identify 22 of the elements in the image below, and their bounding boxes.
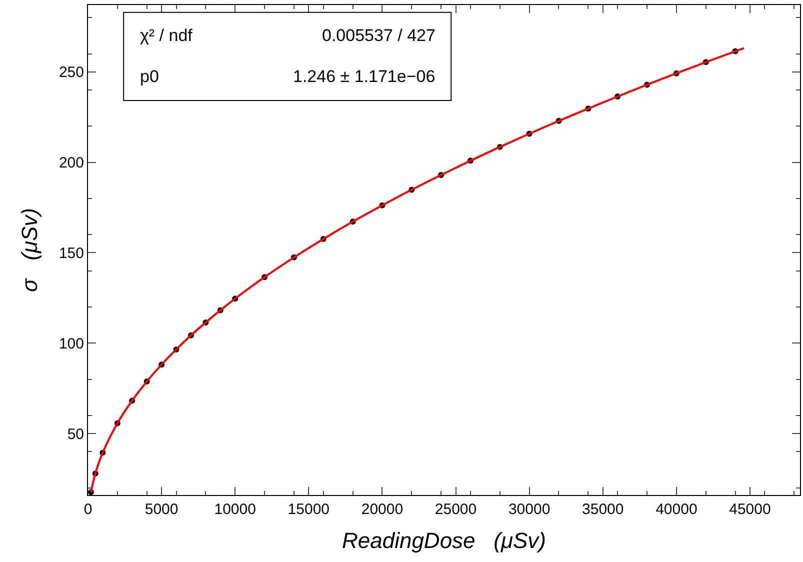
x-tick-label: 45000 [729, 501, 771, 518]
x-tick-label: 5000 [144, 501, 178, 518]
annotation: p0 [140, 67, 159, 86]
x-axis-title: ReadingDose (μSv) [342, 528, 546, 553]
x-tick-label: 25000 [434, 501, 477, 518]
x-tick-label: 40000 [656, 501, 698, 518]
x-tick-label: 35000 [582, 501, 624, 518]
y-tick-label: 200 [58, 154, 84, 172]
annotation: 1.246 ± 1.171e−06 [293, 67, 436, 86]
y-tick-label: 150 [58, 244, 84, 262]
annotation: 0.005537 / 427 [322, 26, 436, 45]
x-tick-label: 15000 [288, 501, 330, 518]
x-tick-label: 0 [84, 501, 92, 518]
x-tick-label: 30000 [508, 501, 550, 518]
y-tick-label: 100 [58, 335, 84, 352]
x-tick-label: 20000 [361, 501, 404, 518]
x-tick-label: 10000 [214, 501, 256, 518]
y-axis-title: σ (μSv) [16, 208, 42, 292]
y-tick-label: 250 [58, 64, 84, 82]
line-series [90, 47, 746, 494]
y-tick-label: 50 [67, 426, 84, 443]
annotation: χ² / ndf [140, 26, 193, 45]
